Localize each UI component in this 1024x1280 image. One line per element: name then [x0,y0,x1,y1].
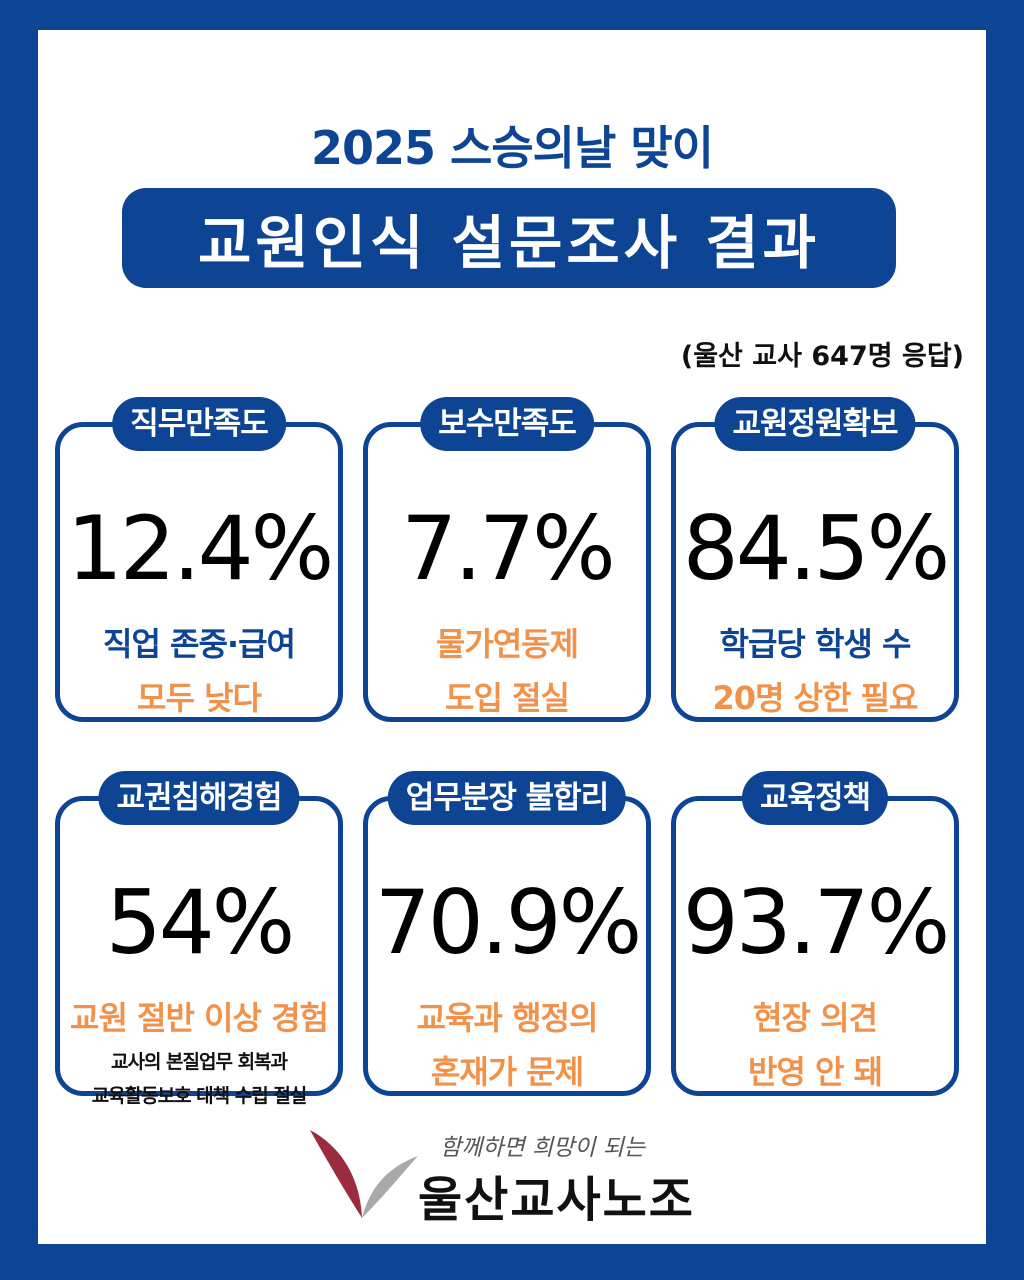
card-value: 54% [105,871,296,974]
card-line: 교육과 행정의 [416,999,599,1037]
card-description: 학급당 학생 수 20명 상한 필요 [676,617,954,725]
footer-tagline: 함께하면 희망이 되는 [440,1135,646,1161]
card-line: 모두 낮다 [137,679,262,717]
card-value: 12.4% [66,497,335,600]
title-banner: 교원인식 설문조사 결과 [122,188,896,288]
footer-logo: 함께하면 희망이 되는 울산교사노조 [300,1120,740,1230]
card-line: 혼재가 문제 [430,1053,584,1091]
card-label: 교권침해경험 [98,771,300,825]
card-description: 물가연동제 도입 절실 [368,617,646,725]
card-line: 반영 안 돼 [747,1053,883,1091]
card-description: 교육과 행정의 혼재가 문제 [368,991,646,1099]
card-label: 보수만족도 [420,397,594,451]
card-task-division: 업무분장 불합리 70.9% 교육과 행정의 혼재가 문제 [363,771,651,1099]
card-line: 도입 절실 [445,679,570,717]
card-description: 교원 절반 이상 경험 교사의 본질업무 회복과 교육활동보호 대책 수립 절실 [60,991,338,1113]
card-value: 93.7% [682,871,951,974]
page-title: 교원인식 설문조사 결과 [198,209,820,277]
card-job-satisfaction: 직무만족도 12.4% 직업 존중·급여 모두 낮다 [55,397,343,725]
card-staffing: 교원정원확보 84.5% 학급당 학생 수 20명 상한 필요 [671,397,959,725]
card-label: 교원정원확보 [714,397,916,451]
card-label: 업무분장 불합리 [387,771,627,825]
card-description: 현장 의견 반영 안 돼 [676,991,954,1099]
card-line: 학급당 학생 수 [719,625,912,663]
card-label: 교육정책 [741,771,889,825]
card-line: 20명 상한 필요 [712,679,918,717]
headline: 2025 스승의날 맞이 [311,121,714,175]
card-line: 직업 존중·급여 [103,625,296,663]
card-value: 84.5% [682,497,951,600]
card-rights-violation: 교권침해경험 54% 교원 절반 이상 경험 교사의 본질업무 회복과 교육활동… [55,771,343,1107]
card-line: 현장 의견 [753,999,878,1037]
card-line: 교육활동보호 대책 수립 절실 [91,1085,308,1107]
card-education-policy: 교육정책 93.7% 현장 의견 반영 안 돼 [671,771,959,1099]
card-line: 교원 절반 이상 경험 [70,999,329,1037]
card-label: 직무만족도 [112,397,286,451]
card-value: 7.7% [401,497,616,600]
card-description: 직업 존중·급여 모두 낮다 [60,617,338,725]
card-line: 물가연동제 [435,625,579,663]
card-pay-satisfaction: 보수만족도 7.7% 물가연동제 도입 절실 [363,397,651,725]
leaf-logo-icon [310,1130,418,1218]
card-value: 70.9% [374,871,643,974]
card-line: 교사의 본질업무 회복과 [110,1051,288,1073]
footer-org-name: 울산교사노조 [418,1172,695,1228]
sample-note: (울산 교사 647명 응답) [680,341,964,372]
